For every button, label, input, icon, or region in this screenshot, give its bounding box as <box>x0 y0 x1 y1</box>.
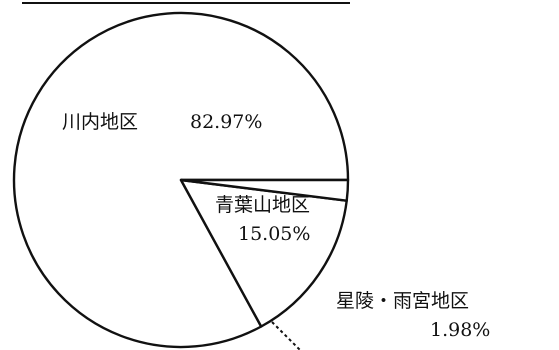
pie-slice-seiryo-amamiya <box>179 178 350 202</box>
slice-label-kawauchi: 川内地区 82.97% <box>62 111 262 133</box>
slice-name-aobayama: 青葉山地区 <box>215 194 310 216</box>
slice-label-aobayama: 青葉山地区 15.05% <box>215 194 310 245</box>
slice-value-kawauchi: 82.97% <box>190 111 262 133</box>
leader-line <box>271 321 301 350</box>
slice-name-kawauchi: 川内地区 <box>62 111 138 133</box>
pie-slices <box>12 11 350 349</box>
slice-name-seiryo-amamiya: 星陵・雨宮地区 <box>336 290 469 312</box>
slice-value-aobayama: 15.05% <box>238 223 310 245</box>
slice-value-seiryo-amamiya: 1.98% <box>430 319 490 341</box>
slice-label-seiryo-amamiya: 星陵・雨宮地区 1.98% <box>271 290 490 350</box>
pie-slice-aobayama <box>179 178 348 328</box>
